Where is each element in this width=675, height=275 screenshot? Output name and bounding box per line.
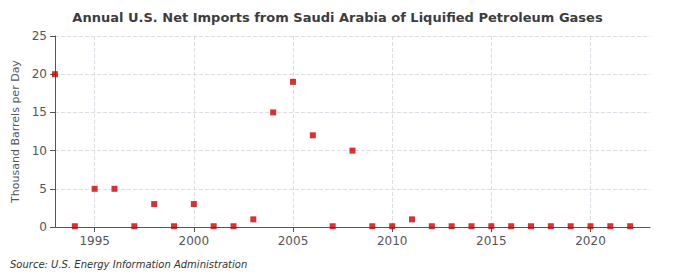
svg-text:2005: 2005 <box>278 234 309 248</box>
svg-text:2020: 2020 <box>575 234 606 248</box>
svg-text:5: 5 <box>39 182 47 196</box>
svg-text:Source: U.S. Energy Informatio: Source: U.S. Energy Information Administ… <box>10 259 247 270</box>
svg-text:Thousand Barrels per Day: Thousand Barrels per Day <box>9 60 22 204</box>
svg-text:Annual U.S. Net Imports from S: Annual U.S. Net Imports from Saudi Arabi… <box>72 10 603 25</box>
svg-text:2015: 2015 <box>476 234 507 248</box>
svg-text:20: 20 <box>32 67 47 81</box>
svg-text:10: 10 <box>32 144 47 158</box>
svg-text:25: 25 <box>32 29 47 43</box>
svg-text:0: 0 <box>39 220 47 234</box>
svg-text:2000: 2000 <box>179 234 210 248</box>
svg-text:2010: 2010 <box>377 234 408 248</box>
svg-text:15: 15 <box>32 105 47 119</box>
svg-text:1995: 1995 <box>79 234 110 248</box>
